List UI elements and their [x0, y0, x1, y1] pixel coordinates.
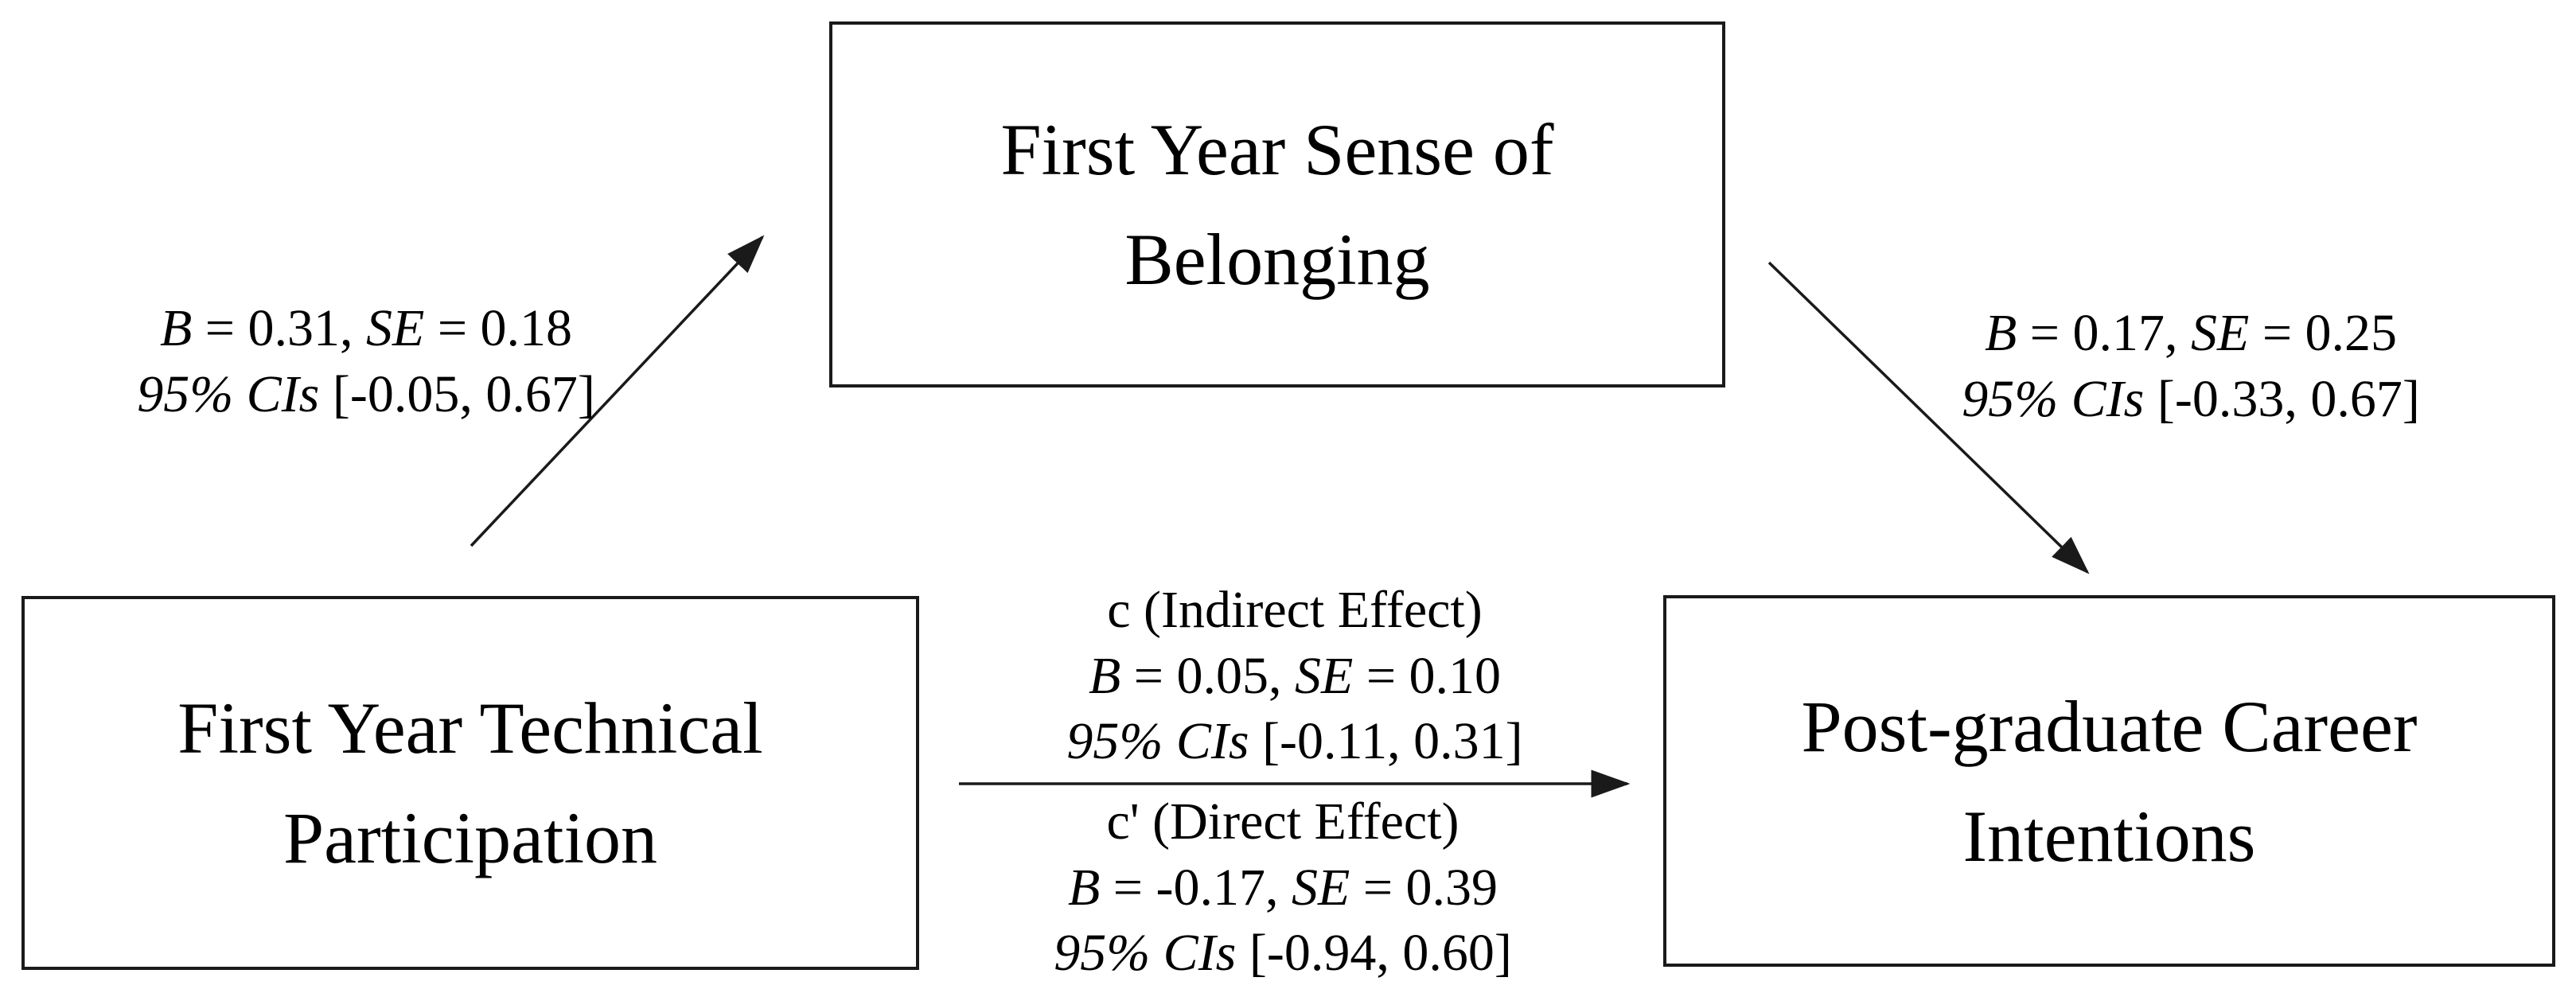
path-a-label: B = 0.31, SE = 0.18 95% CIs [-0.05, 0.67… [127, 296, 605, 427]
stat-ci-value: [-0.11, 0.31] [1249, 712, 1523, 770]
direct-effect-stats-line1: B = -0.17, SE = 0.39 [1044, 855, 1522, 921]
mediator-box-label: First Year Sense of Belonging [1000, 109, 1554, 300]
mediator-box: First Year Sense of Belonging [829, 21, 1725, 387]
stat-ci-term: 95% CIs [1066, 712, 1249, 770]
path-a-stats-line2: 95% CIs [-0.05, 0.67] [127, 362, 605, 428]
stat-ci-term: 95% CIs [1962, 369, 2145, 428]
stat-ci-term: 95% CIs [137, 364, 320, 423]
path-b-stats-line2: 95% CIs [-0.33, 0.67] [1952, 367, 2430, 433]
stat-se-value: = 0.10 [1353, 646, 1502, 705]
stat-se-term: SE [366, 299, 425, 357]
predictor-box-label: First Year Technical Participation [177, 687, 763, 878]
stat-se-value: = 0.18 [424, 299, 573, 357]
direct-effect-stats-line2: 95% CIs [-0.94, 0.60] [1044, 921, 1522, 987]
path-a-arrow [470, 235, 765, 547]
stat-se-term: SE [1295, 646, 1354, 705]
stat-ci-value: [-0.05, 0.67] [319, 364, 595, 423]
indirect-effect-stats-line2: 95% CIs [-0.11, 0.31] [1056, 709, 1534, 775]
stat-b-term: B [1067, 858, 1101, 917]
stat-b-value: = -0.17, [1100, 858, 1292, 917]
stat-ci-value: [-0.94, 0.60] [1236, 924, 1512, 982]
indirect-effect-stats-line1: B = 0.05, SE = 0.10 [1056, 644, 1534, 710]
direct-effect-title: c' (Direct Effect) [1106, 792, 1459, 851]
stat-b-term: B [1984, 304, 2017, 362]
path-a-stats-line1: B = 0.31, SE = 0.18 [127, 296, 605, 362]
stat-ci-value: [-0.33, 0.67] [2144, 369, 2420, 428]
path-b-stats-line1: B = 0.17, SE = 0.25 [1952, 301, 2430, 367]
indirect-effect-label: c (Indirect Effect) B = 0.05, SE = 0.10 … [1056, 578, 1534, 775]
stat-se-value: = 0.25 [2249, 304, 2398, 362]
stat-se-term: SE [2191, 304, 2250, 362]
path-b-label: B = 0.17, SE = 0.25 95% CIs [-0.33, 0.67… [1952, 301, 2430, 432]
stat-ci-term: 95% CIs [1054, 924, 1237, 982]
indirect-effect-title: c (Indirect Effect) [1107, 581, 1483, 639]
stat-b-value: = 0.05, [1120, 646, 1295, 705]
stat-se-value: = 0.39 [1350, 858, 1498, 917]
stat-b-term: B [1088, 646, 1121, 705]
stat-b-term: B [159, 299, 193, 357]
outcome-box-label: Post-graduate Career Intentions [1801, 685, 2418, 877]
predictor-box: First Year Technical Participation [21, 596, 919, 970]
stat-se-term: SE [1291, 858, 1350, 917]
path-b-arrow [1767, 261, 2090, 574]
stat-b-value: = 0.31, [192, 299, 366, 357]
stat-b-value: = 0.17, [2017, 304, 2191, 362]
outcome-box: Post-graduate Career Intentions [1663, 595, 2555, 967]
direct-effect-label: c' (Direct Effect) B = -0.17, SE = 0.39 … [1044, 789, 1522, 987]
